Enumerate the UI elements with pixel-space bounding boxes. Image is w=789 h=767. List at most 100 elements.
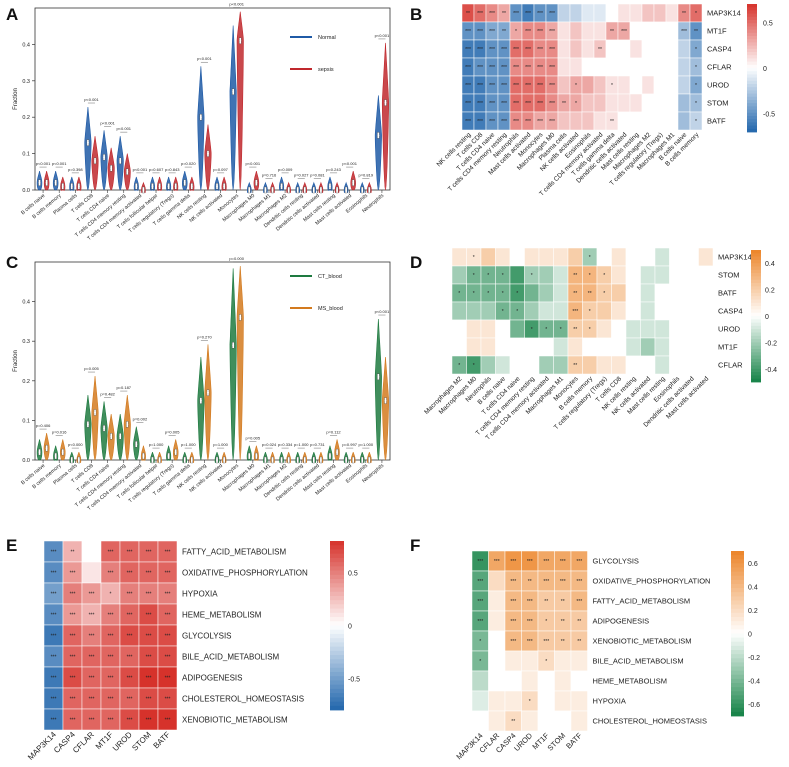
significance-label: * xyxy=(473,291,475,297)
colorbar-segment xyxy=(731,687,744,692)
heatmap-cell xyxy=(504,650,522,672)
colorbar-segment xyxy=(330,574,344,580)
median-point xyxy=(158,185,161,188)
median-point xyxy=(271,189,274,191)
y-tick-label: 0.0 xyxy=(22,458,30,464)
significance-label: *** xyxy=(146,550,152,556)
colorbar-segment xyxy=(751,283,761,287)
significance-label: ** xyxy=(511,719,515,725)
pvalue-label: p<0.001 xyxy=(375,33,390,38)
significance-label: *** xyxy=(621,29,627,35)
significance-label: *** xyxy=(127,592,133,598)
heatmap-cell xyxy=(554,670,572,692)
heatmap-cell xyxy=(524,337,540,357)
significance-label: *** xyxy=(525,47,531,53)
row-label: CHOLESTEROL_HOMEOSTASIS xyxy=(593,717,707,726)
heatmap-cell xyxy=(495,319,511,339)
colorbar-segment xyxy=(747,106,757,110)
heatmap-cell xyxy=(698,337,714,357)
significance-label: *** xyxy=(527,639,533,645)
colorbar-segment xyxy=(751,342,761,347)
significance-label: * xyxy=(516,309,518,315)
pvalue-label: p=0.002 xyxy=(133,417,148,422)
significance-label: *** xyxy=(549,11,555,17)
heatmap-cell xyxy=(553,301,569,321)
heatmap-cell xyxy=(538,283,554,303)
significance-label: *** xyxy=(70,592,76,598)
median-point xyxy=(94,159,96,162)
colorbar-segment xyxy=(747,23,757,27)
colorbar-segment xyxy=(751,349,761,353)
colorbar-segment xyxy=(751,266,761,271)
heatmap-cell xyxy=(683,319,699,339)
heatmap-cell xyxy=(640,355,656,375)
colorbar-segment xyxy=(751,306,761,310)
heatmap-cell xyxy=(509,337,525,357)
heatmap-cell xyxy=(521,670,539,692)
colorbar-segment xyxy=(751,352,761,356)
heatmap-cell xyxy=(509,265,525,285)
significance-label: * xyxy=(695,11,697,17)
row-label: ADIPOGENESIS xyxy=(593,617,650,626)
legend-label: sepsis xyxy=(318,67,334,73)
violin-mark xyxy=(381,42,390,191)
row-label: HYPOXIA xyxy=(182,589,218,598)
median-point xyxy=(216,459,218,461)
significance-label: *** xyxy=(560,559,566,565)
colorbar-segment xyxy=(751,332,761,337)
significance-label: *** xyxy=(108,697,114,703)
heatmap-cell xyxy=(596,337,612,357)
heatmap-cell xyxy=(689,111,703,131)
colorbar-segment xyxy=(731,654,744,659)
heatmap-cell xyxy=(567,247,583,267)
pvalue-label: p<0.001 xyxy=(229,2,244,7)
colorbar-segment xyxy=(330,663,344,669)
median-point xyxy=(190,459,193,461)
significance-label: * xyxy=(589,309,591,315)
colorbar-tick-label: 0.2 xyxy=(765,288,775,295)
significance-label: ** xyxy=(544,599,548,605)
pvalue-label: p=0.482 xyxy=(100,391,115,396)
median-point xyxy=(183,181,186,184)
significance-label: ** xyxy=(562,101,566,107)
legend-label: Normal xyxy=(318,35,336,41)
colorbar-segment xyxy=(731,621,744,626)
colorbar-segment xyxy=(751,273,761,277)
significance-label: *** xyxy=(465,119,471,125)
heatmap-cell xyxy=(553,283,569,303)
significance-label: *** xyxy=(51,571,57,577)
median-point xyxy=(303,189,306,191)
significance-label: *** xyxy=(537,65,543,71)
heatmap-cell xyxy=(665,3,679,23)
colorbar-segment xyxy=(731,691,744,696)
heatmap-cell xyxy=(683,301,699,321)
heatmap-cell xyxy=(625,265,641,285)
median-point xyxy=(232,344,235,347)
significance-label: *** xyxy=(489,65,495,71)
heatmap-cell xyxy=(480,355,496,375)
heatmap-cell xyxy=(567,337,583,357)
significance-label: *** xyxy=(51,697,57,703)
significance-label: *** xyxy=(527,599,533,605)
colorbar-segment xyxy=(731,608,744,614)
significance-label: * xyxy=(611,83,613,89)
violin-mark xyxy=(204,344,212,461)
heatmap-cell xyxy=(581,57,595,77)
row-label: UROD xyxy=(707,81,730,90)
significance-label: * xyxy=(589,273,591,279)
median-point xyxy=(77,185,80,188)
heatmap-cell xyxy=(553,247,569,267)
colorbar-segment xyxy=(731,600,744,606)
median-point xyxy=(167,185,170,188)
heatmap-cell xyxy=(480,319,496,339)
median-point xyxy=(142,455,145,457)
colorbar-tick-label: 0 xyxy=(748,632,752,639)
median-point xyxy=(87,423,89,426)
pvalue-label: p=0.187 xyxy=(116,385,131,390)
column-label: UROD xyxy=(512,731,534,753)
heatmap-cell xyxy=(625,355,641,375)
median-point xyxy=(361,189,364,191)
pvalue-label: p<0.001 xyxy=(342,161,357,166)
significance-label: ** xyxy=(502,11,506,17)
median-point xyxy=(345,459,348,461)
